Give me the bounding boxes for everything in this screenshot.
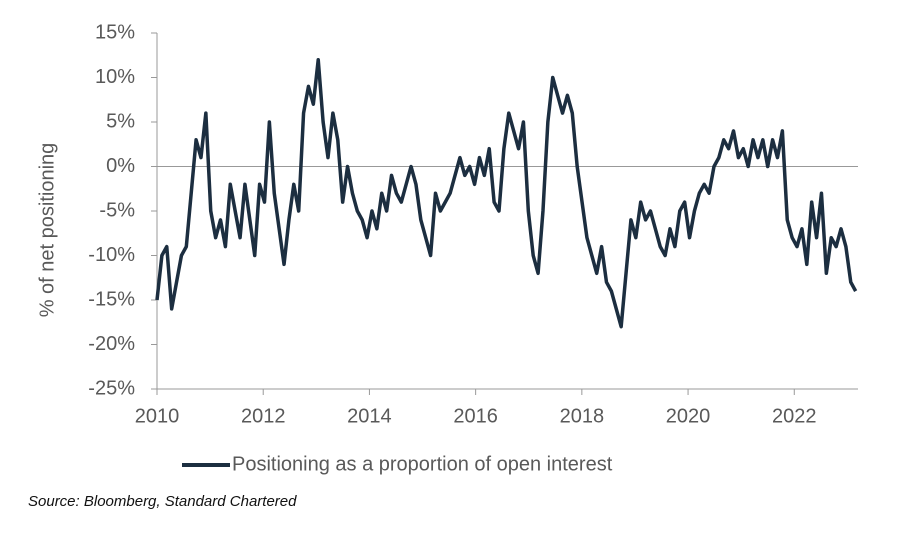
x-tick-label: 2018 — [560, 405, 605, 427]
y-axis-label: % of net positioning — [36, 143, 58, 318]
x-tick-label: 2020 — [666, 405, 711, 427]
y-tick-label: 5% — [106, 110, 135, 132]
source-note: Source: Bloomberg, Standard Chartered — [28, 493, 297, 510]
x-tick-label: 2014 — [347, 405, 392, 427]
y-tick-label: -5% — [99, 199, 135, 221]
y-tick-label: -15% — [88, 288, 135, 310]
data-line — [155, 57, 858, 329]
y-tick-label: 0% — [106, 155, 135, 177]
y-tick-label: -25% — [88, 377, 135, 399]
x-tick-label: 2016 — [453, 405, 498, 427]
legend-label: Positioning as a proportion of open inte… — [232, 453, 613, 475]
y-tick-label: 10% — [95, 66, 135, 88]
y-tick-label: -10% — [88, 244, 135, 266]
y-tick-label: -20% — [88, 333, 135, 355]
y-tick-label: 15% — [95, 21, 135, 43]
x-tick-label: 2010 — [135, 405, 180, 427]
x-tick-label: 2022 — [772, 405, 817, 427]
x-tick-label: 2012 — [241, 405, 286, 427]
